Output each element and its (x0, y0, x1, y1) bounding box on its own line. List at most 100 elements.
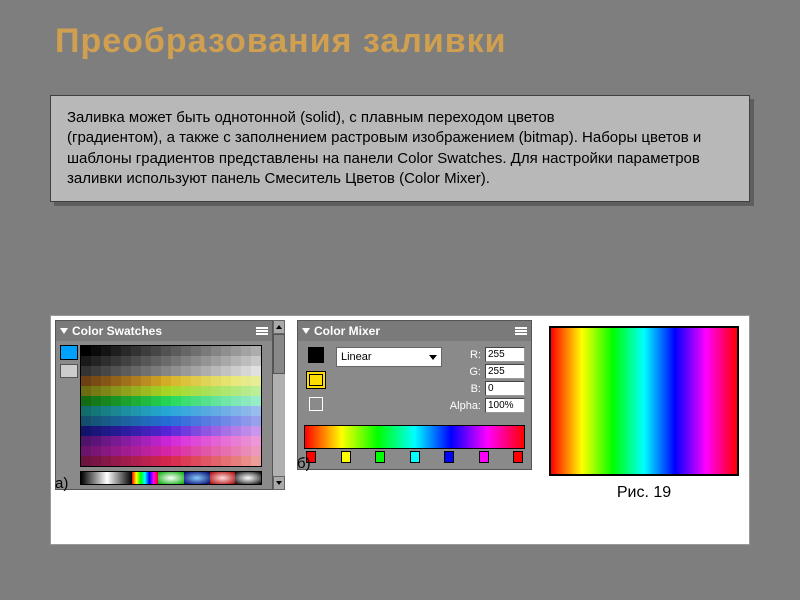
gradient-preset[interactable] (184, 472, 210, 484)
swatch-cell[interactable] (181, 416, 191, 426)
swatch-cell[interactable] (181, 396, 191, 406)
swatch-cell[interactable] (251, 446, 261, 456)
swatch-cell[interactable] (81, 416, 91, 426)
swatch-cell[interactable] (181, 386, 191, 396)
swatch-cell[interactable] (81, 446, 91, 456)
swap-colors-icon[interactable] (309, 397, 323, 411)
swatch-cell[interactable] (211, 396, 221, 406)
swatch-cell[interactable] (91, 436, 101, 446)
swatch-cell[interactable] (251, 346, 261, 356)
gradient-preset[interactable] (235, 472, 261, 484)
swatch-cell[interactable] (171, 456, 181, 466)
swatch-cell[interactable] (221, 446, 231, 456)
swatch-cell[interactable] (231, 346, 241, 356)
swatch-cell[interactable] (231, 426, 241, 436)
swatch-cell[interactable] (171, 406, 181, 416)
swatch-cell[interactable] (241, 456, 251, 466)
swatch-cell[interactable] (131, 456, 141, 466)
swatch-cell[interactable] (91, 426, 101, 436)
swatch-cell[interactable] (111, 346, 121, 356)
g-input[interactable] (485, 364, 525, 379)
swatch-cell[interactable] (151, 456, 161, 466)
swatch-cell[interactable] (91, 356, 101, 366)
swatch-cell[interactable] (161, 446, 171, 456)
swatch-cell[interactable] (191, 406, 201, 416)
swatch-cell[interactable] (131, 416, 141, 426)
swatch-cell[interactable] (111, 406, 121, 416)
swatch-cell[interactable] (161, 396, 171, 406)
swatch-cell[interactable] (201, 426, 211, 436)
swatch-cell[interactable] (221, 416, 231, 426)
swatch-cell[interactable] (171, 416, 181, 426)
swatch-cell[interactable] (101, 426, 111, 436)
swatch-cell[interactable] (121, 346, 131, 356)
gradient-stop[interactable] (444, 451, 454, 463)
swatch-cell[interactable] (101, 436, 111, 446)
swatch-cell[interactable] (231, 446, 241, 456)
swatch-cell[interactable] (151, 416, 161, 426)
swatch-cell[interactable] (161, 346, 171, 356)
swatch-cell[interactable] (141, 366, 151, 376)
fill-color-chip[interactable] (306, 371, 326, 389)
b-input[interactable] (485, 381, 525, 396)
swatch-cell[interactable] (91, 366, 101, 376)
swatch-cell[interactable] (241, 386, 251, 396)
swatch-cell[interactable] (81, 366, 91, 376)
swatch-cell[interactable] (171, 346, 181, 356)
swatch-cell[interactable] (101, 356, 111, 366)
swatch-cell[interactable] (191, 456, 201, 466)
swatch-cell[interactable] (81, 426, 91, 436)
swatch-cell[interactable] (141, 446, 151, 456)
swatch-cell[interactable] (191, 396, 201, 406)
swatch-cell[interactable] (91, 346, 101, 356)
swatch-cell[interactable] (161, 376, 171, 386)
swatch-cell[interactable] (251, 426, 261, 436)
swatch-cell[interactable] (221, 456, 231, 466)
swatch-cell[interactable] (231, 436, 241, 446)
swatch-cell[interactable] (131, 396, 141, 406)
swatch-cell[interactable] (81, 356, 91, 366)
swatch-cell[interactable] (121, 416, 131, 426)
swatch-cell[interactable] (251, 366, 261, 376)
swatch-cell[interactable] (101, 386, 111, 396)
swatch-cell[interactable] (201, 456, 211, 466)
swatch-cell[interactable] (191, 436, 201, 446)
swatch-cell[interactable] (171, 366, 181, 376)
swatch-cell[interactable] (231, 416, 241, 426)
swatch-cell[interactable] (231, 356, 241, 366)
swatch-cell[interactable] (91, 396, 101, 406)
swatch-cell[interactable] (81, 436, 91, 446)
swatch-cell[interactable] (221, 436, 231, 446)
swatch-cell[interactable] (251, 386, 261, 396)
swatch-cell[interactable] (201, 416, 211, 426)
swatch-cell[interactable] (191, 376, 201, 386)
swatch-cell[interactable] (251, 416, 261, 426)
swatch-cell[interactable] (141, 426, 151, 436)
swatches-titlebar[interactable]: Color Swatches (56, 321, 272, 341)
swatch-cell[interactable] (211, 446, 221, 456)
swatch-cell[interactable] (131, 386, 141, 396)
swatch-cell[interactable] (91, 376, 101, 386)
swatch-cell[interactable] (221, 406, 231, 416)
swatch-tool-button[interactable] (60, 364, 78, 378)
swatch-cell[interactable] (81, 376, 91, 386)
swatch-cell[interactable] (211, 346, 221, 356)
gradient-preset[interactable] (132, 472, 158, 484)
swatch-cell[interactable] (231, 386, 241, 396)
swatch-cell[interactable] (211, 386, 221, 396)
swatch-cell[interactable] (211, 376, 221, 386)
swatch-cell[interactable] (231, 456, 241, 466)
swatch-cell[interactable] (161, 356, 171, 366)
swatch-cell[interactable] (131, 356, 141, 366)
swatch-cell[interactable] (121, 456, 131, 466)
swatch-cell[interactable] (161, 436, 171, 446)
swatch-cell[interactable] (91, 386, 101, 396)
swatch-cell[interactable] (121, 406, 131, 416)
swatch-cell[interactable] (211, 416, 221, 426)
swatch-cell[interactable] (171, 386, 181, 396)
swatch-cell[interactable] (111, 396, 121, 406)
swatch-cell[interactable] (221, 396, 231, 406)
swatch-cell[interactable] (141, 346, 151, 356)
swatch-cell[interactable] (141, 386, 151, 396)
swatch-cell[interactable] (161, 416, 171, 426)
